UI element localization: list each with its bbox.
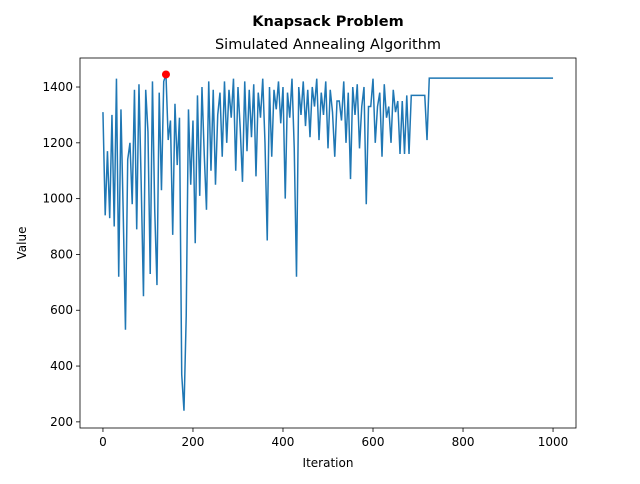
plot-frame: [79, 57, 577, 429]
best-point: [161, 70, 170, 79]
x-tick-label: 0: [99, 435, 107, 449]
y-tick-label: 800: [50, 247, 73, 261]
y-tick-label: 1200: [42, 136, 73, 150]
y-tick-label: 600: [50, 303, 73, 317]
x-tick-label: 800: [452, 435, 475, 449]
x-tick-label: 200: [182, 435, 205, 449]
y-axis-label: Value: [15, 227, 29, 260]
y-tick-label: 1400: [42, 80, 73, 94]
x-tick-label: 1000: [538, 435, 569, 449]
y-tick-label: 1000: [42, 192, 73, 206]
data-line: [102, 74, 554, 411]
chart-subtitle: Simulated Annealing Algorithm: [215, 37, 441, 53]
chart-title: Knapsack Problem: [252, 14, 403, 30]
y-tick-label: 200: [50, 415, 73, 429]
x-axis-label: Iteration: [303, 456, 354, 470]
x-tick-label: 600: [362, 435, 385, 449]
x-tick-label: 400: [272, 435, 295, 449]
y-tick-label: 400: [50, 359, 73, 373]
